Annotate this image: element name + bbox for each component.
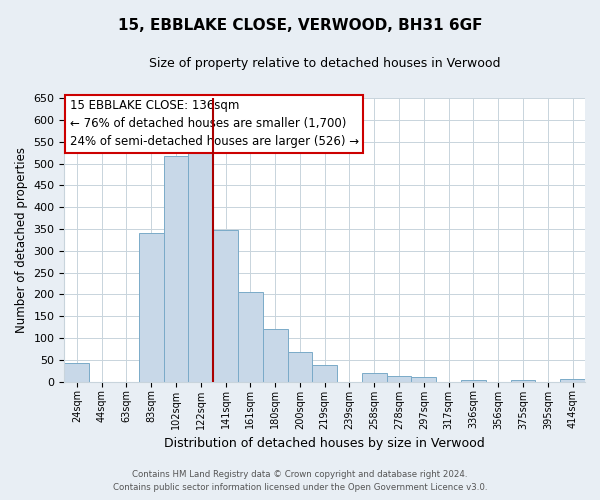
Text: 15 EBBLAKE CLOSE: 136sqm
← 76% of detached houses are smaller (1,700)
24% of sem: 15 EBBLAKE CLOSE: 136sqm ← 76% of detach… bbox=[70, 100, 359, 148]
Text: 15, EBBLAKE CLOSE, VERWOOD, BH31 6GF: 15, EBBLAKE CLOSE, VERWOOD, BH31 6GF bbox=[118, 18, 482, 32]
Bar bbox=[238, 292, 263, 382]
Bar bbox=[213, 230, 238, 382]
Bar bbox=[287, 352, 313, 382]
Bar bbox=[263, 330, 287, 382]
Y-axis label: Number of detached properties: Number of detached properties bbox=[15, 147, 28, 333]
Bar bbox=[139, 234, 164, 382]
Bar bbox=[188, 148, 213, 382]
Bar bbox=[560, 380, 585, 382]
Bar bbox=[386, 376, 412, 382]
Text: Contains HM Land Registry data © Crown copyright and database right 2024.
Contai: Contains HM Land Registry data © Crown c… bbox=[113, 470, 487, 492]
Bar bbox=[313, 365, 337, 382]
Bar bbox=[412, 378, 436, 382]
Bar bbox=[511, 380, 535, 382]
Bar bbox=[362, 373, 386, 382]
X-axis label: Distribution of detached houses by size in Verwood: Distribution of detached houses by size … bbox=[164, 437, 485, 450]
Bar bbox=[164, 156, 188, 382]
Bar bbox=[461, 380, 486, 382]
Title: Size of property relative to detached houses in Verwood: Size of property relative to detached ho… bbox=[149, 58, 500, 70]
Bar bbox=[64, 364, 89, 382]
